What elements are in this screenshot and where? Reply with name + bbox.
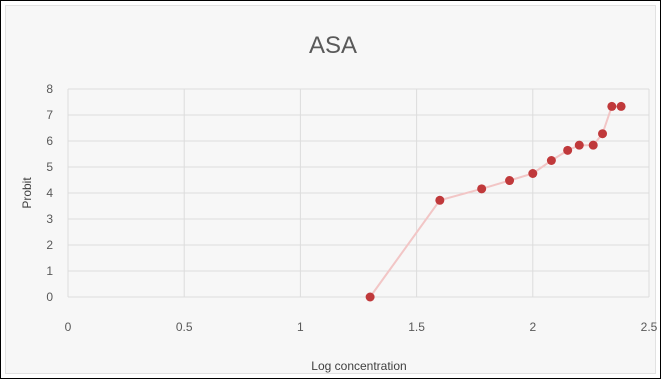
y-tick-label-1: 1 xyxy=(46,264,53,278)
data-point-11 xyxy=(616,101,626,111)
data-point-9 xyxy=(598,129,608,139)
x-tick-label-4: 2 xyxy=(529,320,536,334)
y-tick-label-0: 0 xyxy=(46,290,53,304)
data-point-7 xyxy=(574,140,584,150)
y-tick-label-7: 7 xyxy=(46,108,53,122)
grid-lines xyxy=(67,88,650,298)
data-point-8 xyxy=(588,140,598,150)
y-tick-label-4: 4 xyxy=(46,186,53,200)
x-tick-label-2: 1 xyxy=(297,320,304,334)
x-tick-label-5: 2.5 xyxy=(641,320,658,334)
chart-title: ASA xyxy=(309,32,357,59)
y-tick-label-8: 8 xyxy=(46,82,53,96)
y-tick-label-5: 5 xyxy=(46,160,53,174)
data-point-3 xyxy=(505,176,515,186)
series-line xyxy=(369,105,622,298)
y-tick-label-2: 2 xyxy=(46,238,53,252)
series-0-line xyxy=(369,105,622,298)
x-tick-label-1: 0.5 xyxy=(176,320,193,334)
data-point-5 xyxy=(546,156,556,165)
data-point-2 xyxy=(477,184,487,194)
data-point-6 xyxy=(563,145,573,155)
data-point-0 xyxy=(365,292,375,302)
data-point-1 xyxy=(435,195,445,205)
chart-area xyxy=(5,5,656,374)
y-tick-label-6: 6 xyxy=(46,134,53,148)
data-point-10 xyxy=(607,101,617,111)
x-tick-label-0: 0 xyxy=(65,320,72,334)
data-points xyxy=(365,101,626,302)
y-tick-label-3: 3 xyxy=(46,212,53,226)
x-tick-label-3: 1.5 xyxy=(408,320,425,334)
x-axis-label: Log concentration xyxy=(311,359,406,373)
data-point-4 xyxy=(528,169,538,178)
tick-labels: 0 1 2 3 4 5 6 7 8 0 0.5 1 1.5 2 2.5 xyxy=(46,82,657,334)
y-axis-label: Probit xyxy=(20,177,34,209)
